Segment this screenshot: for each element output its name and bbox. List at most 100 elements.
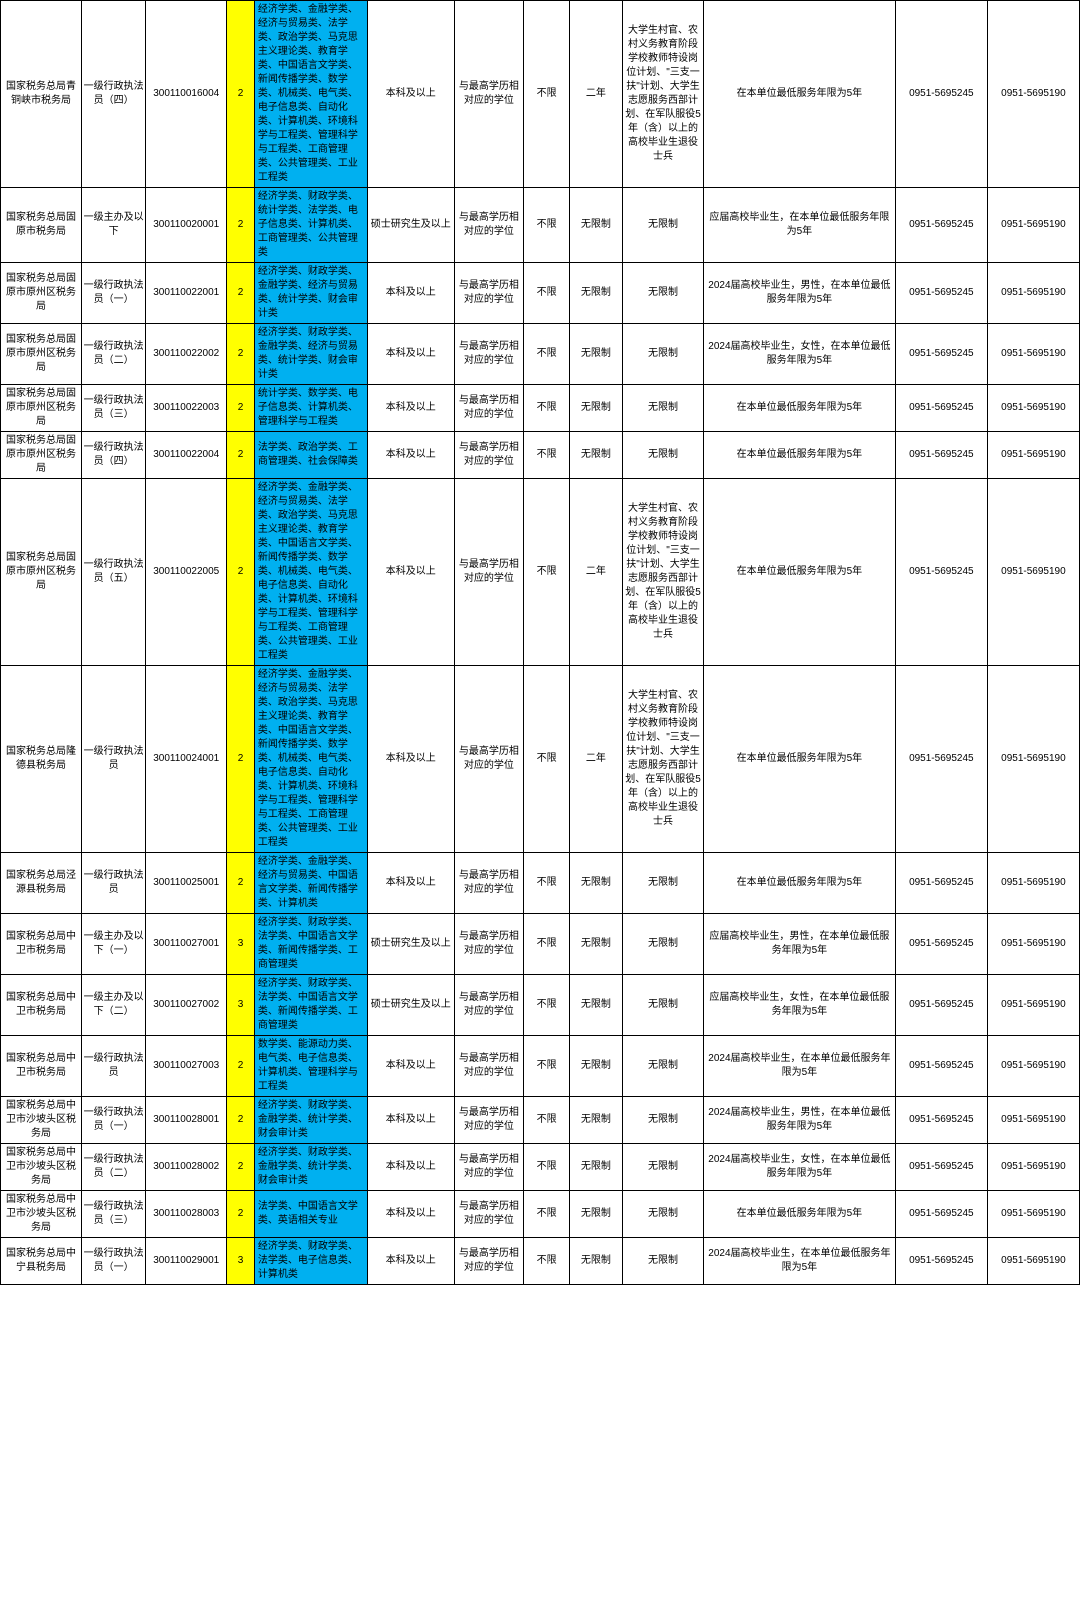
- cell-proj: 大学生村官、农村义务教育阶段学校教师特设岗位计划、"三支一扶"计划、大学生志愿服…: [623, 1, 704, 188]
- cell-tel2: 0951-5695190: [987, 1097, 1079, 1144]
- cell-proj: 无限制: [623, 432, 704, 479]
- cell-polit: 不限: [524, 188, 569, 263]
- cell-major: 经济学类、金融学类、经济与贸易类、中国语言文学类、新闻传播学类、计算机类: [254, 853, 367, 914]
- cell-pos: 一级行政执法员（四）: [81, 1, 145, 188]
- cell-tel2: 0951-5695190: [987, 1238, 1079, 1285]
- table-row: 国家税务总局泾源县税务局一级行政执法员3001100250012经济学类、金融学…: [1, 853, 1080, 914]
- cell-edu: 本科及以上: [368, 385, 454, 432]
- table-row: 国家税务总局中卫市税务局一级主办及以下（二）3001100270023经济学类、…: [1, 975, 1080, 1036]
- cell-tel1: 0951-5695245: [895, 1191, 987, 1238]
- table-row: 国家税务总局固原市原州区税务局一级行政执法员（二）3001100220022经济…: [1, 324, 1080, 385]
- cell-polit: 不限: [524, 385, 569, 432]
- cell-cnt: 2: [227, 263, 255, 324]
- cell-major: 法学类、中国语言文学类、英语相关专业: [254, 1191, 367, 1238]
- cell-edu: 本科及以上: [368, 1097, 454, 1144]
- cell-tel2: 0951-5695190: [987, 1144, 1079, 1191]
- cell-tel2: 0951-5695190: [987, 188, 1079, 263]
- cell-tel1: 0951-5695245: [895, 479, 987, 666]
- cell-pos: 一级行政执法员（五）: [81, 479, 145, 666]
- cell-major: 法学类、政治学类、工商管理类、社会保障类: [254, 432, 367, 479]
- cell-note: 在本单位最低服务年限为5年: [703, 385, 895, 432]
- cell-pos: 一级行政执法员（二）: [81, 1144, 145, 1191]
- cell-dept: 国家税务总局中卫市沙坡头区税务局: [1, 1097, 82, 1144]
- cell-exp: 无限制: [569, 385, 622, 432]
- cell-tel1: 0951-5695245: [895, 1, 987, 188]
- cell-deg: 与最高学历相对应的学位: [454, 385, 524, 432]
- cell-edu: 本科及以上: [368, 853, 454, 914]
- cell-tel2: 0951-5695190: [987, 324, 1079, 385]
- cell-major: 经济学类、金融学类、经济与贸易类、法学类、政治学类、马克思主义理论类、教育学类、…: [254, 1, 367, 188]
- cell-exp: 无限制: [569, 432, 622, 479]
- table-row: 国家税务总局固原市原州区税务局一级行政执法员（四）3001100220042法学…: [1, 432, 1080, 479]
- cell-cnt: 2: [227, 324, 255, 385]
- cell-proj: 无限制: [623, 853, 704, 914]
- cell-dept: 国家税务总局固原市原州区税务局: [1, 479, 82, 666]
- cell-edu: 硕士研究生及以上: [368, 914, 454, 975]
- cell-deg: 与最高学历相对应的学位: [454, 432, 524, 479]
- cell-note: 在本单位最低服务年限为5年: [703, 1191, 895, 1238]
- cell-polit: 不限: [524, 1036, 569, 1097]
- cell-deg: 与最高学历相对应的学位: [454, 1, 524, 188]
- cell-code: 300110022002: [146, 324, 227, 385]
- cell-exp: 无限制: [569, 324, 622, 385]
- cell-tel1: 0951-5695245: [895, 1097, 987, 1144]
- cell-pos: 一级行政执法员（三）: [81, 385, 145, 432]
- cell-edu: 本科及以上: [368, 1144, 454, 1191]
- cell-polit: 不限: [524, 914, 569, 975]
- cell-proj: 无限制: [623, 914, 704, 975]
- cell-code: 300110027003: [146, 1036, 227, 1097]
- cell-deg: 与最高学历相对应的学位: [454, 1144, 524, 1191]
- cell-code: 300110027001: [146, 914, 227, 975]
- cell-deg: 与最高学历相对应的学位: [454, 853, 524, 914]
- cell-note: 在本单位最低服务年限为5年: [703, 432, 895, 479]
- cell-dept: 国家税务总局中宁县税务局: [1, 1238, 82, 1285]
- cell-edu: 本科及以上: [368, 1238, 454, 1285]
- cell-code: 300110016004: [146, 1, 227, 188]
- cell-tel1: 0951-5695245: [895, 1238, 987, 1285]
- cell-pos: 一级主办及以下: [81, 188, 145, 263]
- cell-proj: 无限制: [623, 188, 704, 263]
- cell-cnt: 2: [227, 1144, 255, 1191]
- cell-exp: 无限制: [569, 914, 622, 975]
- cell-tel1: 0951-5695245: [895, 324, 987, 385]
- cell-pos: 一级行政执法员（一）: [81, 263, 145, 324]
- cell-major: 经济学类、财政学类、法学类、中国语言文学类、新闻传播学类、工商管理类: [254, 975, 367, 1036]
- cell-code: 300110029001: [146, 1238, 227, 1285]
- cell-dept: 国家税务总局中卫市税务局: [1, 975, 82, 1036]
- cell-tel2: 0951-5695190: [987, 975, 1079, 1036]
- cell-deg: 与最高学历相对应的学位: [454, 1097, 524, 1144]
- cell-tel2: 0951-5695190: [987, 1036, 1079, 1097]
- cell-polit: 不限: [524, 1, 569, 188]
- table-row: 国家税务总局中卫市税务局一级主办及以下（一）3001100270013经济学类、…: [1, 914, 1080, 975]
- cell-tel1: 0951-5695245: [895, 385, 987, 432]
- cell-exp: 无限制: [569, 853, 622, 914]
- table-row: 国家税务总局固原市原州区税务局一级行政执法员（五）3001100220052经济…: [1, 479, 1080, 666]
- cell-edu: 本科及以上: [368, 666, 454, 853]
- cell-tel1: 0951-5695245: [895, 432, 987, 479]
- cell-cnt: 2: [227, 188, 255, 263]
- cell-code: 300110028002: [146, 1144, 227, 1191]
- cell-code: 300110028001: [146, 1097, 227, 1144]
- cell-proj: 无限制: [623, 1144, 704, 1191]
- cell-deg: 与最高学历相对应的学位: [454, 975, 524, 1036]
- cell-polit: 不限: [524, 263, 569, 324]
- cell-pos: 一级行政执法员（二）: [81, 324, 145, 385]
- table-row: 国家税务总局固原市原州区税务局一级行政执法员（三）3001100220032统计…: [1, 385, 1080, 432]
- cell-polit: 不限: [524, 1191, 569, 1238]
- cell-cnt: 2: [227, 666, 255, 853]
- table-row: 国家税务总局中卫市税务局一级行政执法员3001100270032数学类、能源动力…: [1, 1036, 1080, 1097]
- cell-proj: 大学生村官、农村义务教育阶段学校教师特设岗位计划、"三支一扶"计划、大学生志愿服…: [623, 479, 704, 666]
- cell-tel1: 0951-5695245: [895, 975, 987, 1036]
- cell-exp: 无限制: [569, 1238, 622, 1285]
- cell-edu: 本科及以上: [368, 1036, 454, 1097]
- cell-deg: 与最高学历相对应的学位: [454, 324, 524, 385]
- cell-note: 2024届高校毕业生，男性，在本单位最低服务年限为5年: [703, 263, 895, 324]
- cell-tel1: 0951-5695245: [895, 853, 987, 914]
- cell-code: 300110022005: [146, 479, 227, 666]
- cell-note: 2024届高校毕业生，男性，在本单位最低服务年限为5年: [703, 1097, 895, 1144]
- cell-pos: 一级主办及以下（一）: [81, 914, 145, 975]
- cell-exp: 无限制: [569, 975, 622, 1036]
- cell-pos: 一级行政执法员: [81, 853, 145, 914]
- cell-deg: 与最高学历相对应的学位: [454, 479, 524, 666]
- cell-exp: 无限制: [569, 263, 622, 324]
